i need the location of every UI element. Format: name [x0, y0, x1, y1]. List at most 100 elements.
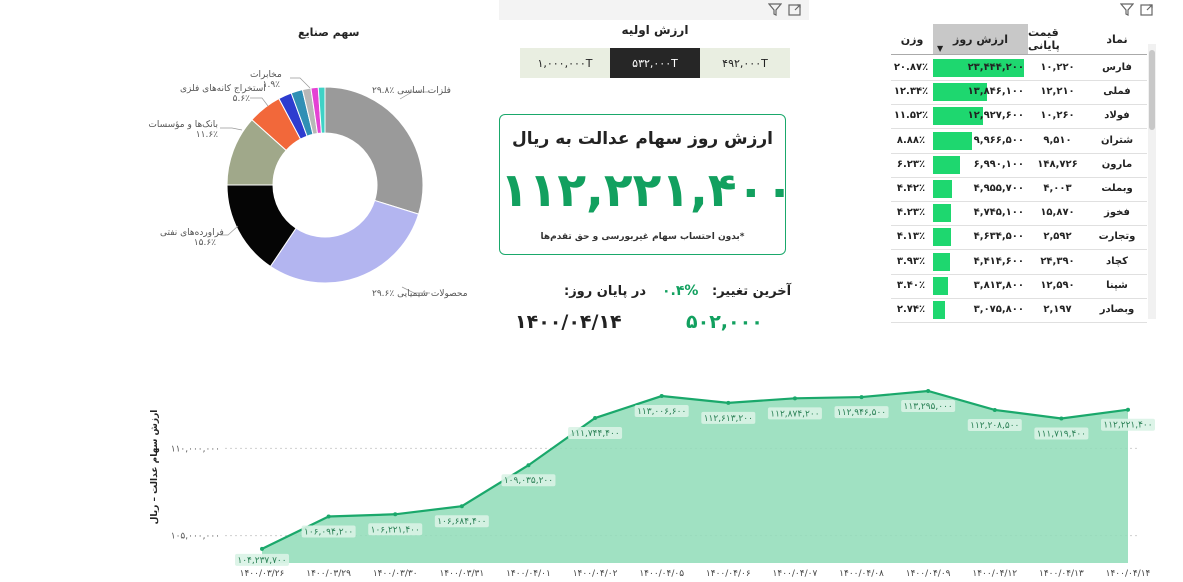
table-scrollbar[interactable]	[1148, 44, 1156, 319]
table-row[interactable]: فخوز ۱۵,۸۷۰ ۴,۷۴۵,۱۰۰ ۴.۲۳٪	[891, 201, 1147, 227]
card-note: *بدون احتساب سهام غیربورسی و حق تقدم‌ها	[540, 232, 745, 242]
leader-line	[399, 91, 430, 100]
col-header-weight[interactable]: وزن	[891, 24, 933, 55]
data-point[interactable]	[459, 504, 464, 509]
row-weight: ۴.۱۳٪	[896, 231, 926, 243]
data-label-bg	[568, 427, 623, 440]
x-tick-label: ۱۴۰۰/۰۳/۳۰	[373, 569, 418, 579]
initial-value-title: ارزش اولیه	[621, 23, 689, 37]
data-point[interactable]	[1126, 407, 1130, 412]
data-label-bg	[501, 474, 556, 487]
table-row[interactable]: مارون ۱۴۸,۷۲۶ ۶,۹۹۰,۱۰۰ ۶.۲۳٪	[891, 153, 1147, 178]
row-weight: ۶.۲۳٪	[896, 158, 926, 170]
table-row[interactable]: شتران ۹,۵۱۰ ۹,۹۶۶,۵۰۰ ۸.۸۸٪	[891, 129, 1147, 154]
row-price: ۹,۵۱۰	[1043, 134, 1072, 146]
pie-label: مخابرات ۱.۹٪	[250, 70, 282, 90]
table-row[interactable]: وبملت ۴,۰۰۳ ۴,۹۵۵,۷۰۰ ۴.۴۲٪	[891, 177, 1147, 202]
row-symbol: شتران	[1100, 134, 1134, 146]
data-label-bg	[434, 515, 489, 528]
sort-desc-icon: ▼	[937, 44, 944, 53]
x-tick-label: ۱۴۰۰/۰۴/۰۶	[706, 569, 751, 579]
row-value: ۴,۷۴۵,۱۰۰	[973, 207, 1024, 219]
y-tick-label: ۱۱۰,۰۰۰,۰۰۰	[171, 444, 220, 454]
leader-line	[401, 286, 430, 294]
last-change-percent: ۰.۴%	[662, 283, 699, 299]
data-point[interactable]	[659, 394, 664, 399]
value-area-chart: ۱۰۵,۰۰۰,۰۰۰ ۱۱۰,۰۰۰,۰۰۰ ۱۰۴,۲۳۷,۷۰۰ ۱۴۰۰/۰۳…	[171, 389, 1155, 579]
data-label: ۱۱۱,۷۴۴,۴۰۰	[570, 429, 619, 439]
value-bar	[933, 252, 950, 271]
pie-slice[interactable]	[269, 199, 420, 284]
data-point[interactable]	[1059, 416, 1064, 421]
pie-label: فراورده‌های نفتی ۱۵.۶٪	[160, 228, 224, 248]
row-price: ۱۵,۸۷۰	[1040, 207, 1075, 219]
value-bar	[933, 276, 948, 295]
end-of-day-date: ۱۴۰۰/۰۴/۱۴	[515, 311, 622, 333]
data-point[interactable]	[593, 416, 598, 421]
table-row[interactable]: فولاد ۱۰,۲۶۰ ۱۲,۹۲۷,۶۰۰ ۱۱.۵۲٪	[891, 104, 1147, 130]
pie-label: استخراج کانه‌های فلزی ۵.۶٪	[180, 84, 266, 104]
data-point[interactable]	[260, 546, 264, 551]
initial-value-option[interactable]: ۱,۰۰۰,۰۰۰T	[520, 48, 610, 78]
data-point[interactable]	[726, 400, 731, 405]
row-weight: ۱۱.۵۲٪	[893, 110, 929, 122]
data-point[interactable]	[859, 395, 864, 400]
filter-icon[interactable]	[768, 3, 782, 17]
table-row[interactable]: فارس ۱۰,۲۲۰ ۲۳,۴۴۴,۲۰۰ ۲۰.۸۷٪	[891, 56, 1147, 81]
focus-mode-icon[interactable]	[1140, 3, 1154, 17]
pie-label: ۲۹.۶٪ محصولات شیمیایی	[372, 289, 468, 299]
data-label-bg	[1101, 418, 1155, 431]
x-tick-label: ۱۴۰۰/۰۴/۱۲	[972, 569, 1017, 579]
data-label: ۱۰۶,۲۲۱,۴۰۰	[371, 525, 420, 535]
data-label: ۱۱۲,۸۷۴,۲۰۰	[770, 409, 819, 419]
area-fill	[262, 391, 1128, 563]
data-point[interactable]	[926, 389, 931, 394]
data-label-bg	[967, 418, 1022, 431]
row-symbol: فولاد	[1104, 110, 1130, 122]
data-label: ۱۱۱,۷۱۹,۴۰۰	[1037, 429, 1086, 439]
data-point[interactable]	[792, 396, 797, 401]
row-price: ۱۴۸,۷۲۶	[1037, 158, 1078, 170]
x-tick-label: ۱۴۰۰/۰۴/۰۸	[839, 569, 884, 579]
x-tick-label: ۱۴۰۰/۰۴/۰۲	[573, 569, 618, 579]
scrollbar-thumb[interactable]	[1149, 50, 1155, 130]
col-header-value[interactable]: ارزش روز ▼	[933, 24, 1028, 55]
row-symbol: فارس	[1102, 62, 1132, 73]
data-label: ۱۱۲,۲۰۸,۵۰۰	[970, 421, 1019, 431]
row-price: ۲,۵۹۲	[1043, 231, 1072, 243]
x-tick-label: ۱۴۰۰/۰۴/۰۹	[906, 569, 951, 579]
table-row[interactable]: وتجارت ۲,۵۹۲ ۴,۶۳۴,۵۰۰ ۴.۱۳٪	[891, 225, 1147, 251]
value-card: ارزش روز سهام عدالت به ریال ۱۱۲,۲۲۱,۴۰۰ …	[499, 114, 793, 255]
table-row[interactable]: وبصادر ۲,۱۹۷ ۳,۰۷۵,۸۰۰ ۲.۷۴٪	[891, 298, 1147, 323]
row-price: ۲۴,۳۹۰	[1040, 255, 1075, 267]
row-price: ۱۰,۲۲۰	[1040, 62, 1075, 73]
focus-mode-icon[interactable]	[788, 3, 802, 17]
table-row[interactable]: کچاد ۲۴,۳۹۰ ۴,۴۱۴,۶۰۰ ۳.۹۳٪	[891, 250, 1147, 275]
data-label: ۱۱۲,۲۲۱,۴۰۰	[1103, 421, 1152, 431]
table-row[interactable]: فملی ۱۲,۲۱۰ ۱۳,۸۴۶,۱۰۰ ۱۲.۳۴٪	[891, 80, 1147, 106]
initial-value-option[interactable]: ۴۹۲,۰۰۰T	[700, 48, 790, 78]
last-change-label: آخرین تغییر:	[712, 284, 792, 299]
value-bar	[933, 180, 952, 198]
data-label-bg	[901, 400, 956, 413]
table-row[interactable]: شپنا ۱۲,۵۹۰ ۳,۸۱۳,۸۰۰ ۳.۴۰٪	[891, 274, 1147, 299]
y-tick-label: ۱۰۵,۰۰۰,۰۰۰	[171, 532, 220, 542]
card-title: ارزش روز سهام عدالت به ریال	[511, 129, 773, 149]
data-label-bg	[634, 405, 689, 418]
data-label-bg	[1034, 427, 1089, 440]
data-point[interactable]	[992, 407, 997, 412]
row-price: ۴,۰۰۳	[1043, 183, 1072, 194]
pie-slice[interactable]	[324, 86, 424, 215]
filter-icon[interactable]	[1120, 3, 1134, 17]
col-header-value-label: ارزش روز	[953, 32, 1008, 46]
initial-value-option-selected[interactable]: ۵۳۲,۰۰۰T	[610, 48, 700, 78]
pie-slice[interactable]	[317, 86, 326, 134]
data-point[interactable]	[526, 463, 531, 468]
data-point[interactable]	[393, 512, 398, 517]
row-symbol: فملی	[1103, 86, 1131, 98]
row-symbol: شپنا	[1106, 279, 1128, 291]
col-header-price[interactable]: قیمت پایانی	[1028, 24, 1087, 55]
col-header-symbol[interactable]: نماد	[1087, 24, 1147, 55]
data-point[interactable]	[326, 514, 331, 519]
leader-line	[220, 225, 239, 236]
